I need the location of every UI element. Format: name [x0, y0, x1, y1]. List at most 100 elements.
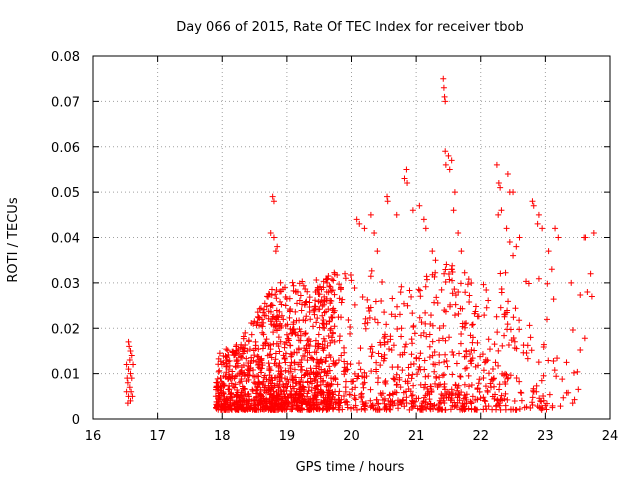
data-point — [290, 282, 297, 289]
data-point — [348, 405, 355, 412]
data-point — [285, 368, 292, 375]
data-point — [309, 323, 316, 330]
data-point — [124, 400, 131, 407]
data-point — [327, 325, 334, 332]
data-point — [550, 296, 557, 303]
data-point — [276, 348, 283, 355]
data-point — [281, 354, 288, 361]
data-point — [546, 391, 553, 398]
data-point — [274, 243, 281, 250]
data-point — [462, 394, 469, 401]
data-point — [265, 308, 272, 315]
data-point — [303, 367, 310, 374]
data-point — [293, 380, 300, 387]
data-point — [224, 347, 231, 354]
data-point — [475, 380, 482, 387]
data-point — [263, 303, 270, 310]
data-point — [485, 297, 492, 304]
data-point — [291, 360, 298, 367]
data-point — [242, 329, 249, 336]
data-point — [379, 279, 386, 285]
data-point — [309, 355, 316, 362]
data-point — [270, 234, 277, 241]
data-point — [342, 275, 349, 282]
data-point — [468, 280, 475, 287]
data-point — [463, 353, 470, 360]
data-point — [448, 396, 455, 403]
data-point — [536, 395, 543, 402]
x-tick-label: 18 — [214, 429, 231, 444]
data-point — [527, 334, 534, 341]
data-point — [312, 337, 319, 344]
data-point — [574, 368, 581, 375]
data-point — [507, 372, 514, 379]
data-point — [259, 323, 266, 330]
data-point — [251, 397, 258, 404]
data-point — [256, 397, 263, 404]
data-point — [398, 325, 405, 332]
data-point — [449, 402, 456, 409]
data-point — [469, 321, 476, 328]
data-point — [431, 368, 438, 375]
data-point — [410, 322, 417, 329]
y-tick-label: 0.04 — [51, 232, 80, 247]
data-point — [451, 286, 458, 293]
data-point — [427, 383, 434, 390]
data-point — [126, 384, 133, 391]
data-point — [351, 370, 358, 377]
data-point — [351, 284, 358, 291]
data-point — [461, 324, 468, 331]
data-point — [271, 322, 278, 329]
data-point — [492, 391, 499, 398]
data-point — [287, 350, 294, 357]
data-point — [298, 405, 305, 412]
data-point — [346, 391, 353, 398]
data-point — [283, 339, 290, 346]
data-point — [336, 281, 343, 288]
data-point — [476, 388, 483, 395]
data-point — [125, 338, 132, 345]
data-point — [220, 352, 227, 359]
data-point — [351, 392, 358, 399]
data-point — [504, 326, 511, 333]
data-point — [262, 340, 269, 347]
data-point — [446, 334, 453, 341]
data-point — [324, 368, 331, 375]
data-point — [375, 374, 382, 381]
data-point — [249, 388, 256, 395]
data-point — [287, 305, 294, 312]
data-point — [386, 401, 393, 408]
data-point — [257, 369, 264, 376]
data-point — [313, 365, 320, 372]
data-point — [352, 384, 359, 391]
data-point — [433, 374, 440, 381]
data-point — [505, 298, 512, 305]
data-point — [524, 355, 531, 362]
data-point — [367, 397, 374, 404]
data-point — [319, 320, 326, 327]
data-point — [535, 211, 542, 218]
data-point — [304, 349, 311, 356]
data-point — [506, 239, 513, 246]
data-point — [570, 369, 577, 376]
data-point — [369, 349, 376, 356]
data-point — [291, 398, 298, 405]
data-point — [236, 352, 243, 359]
data-point — [282, 367, 289, 374]
data-point — [214, 401, 221, 408]
data-point — [487, 384, 494, 391]
data-point — [282, 384, 289, 391]
data-point — [295, 345, 302, 352]
data-point — [330, 277, 337, 284]
data-point — [379, 390, 386, 397]
data-point — [431, 402, 438, 409]
data-point — [415, 286, 422, 293]
data-point — [269, 392, 276, 399]
data-point — [267, 229, 274, 236]
data-point — [502, 311, 509, 318]
data-point — [397, 289, 404, 296]
data-point — [396, 311, 403, 318]
data-point — [321, 344, 328, 351]
data-point — [237, 369, 244, 376]
x-tick-label: 17 — [149, 429, 166, 444]
